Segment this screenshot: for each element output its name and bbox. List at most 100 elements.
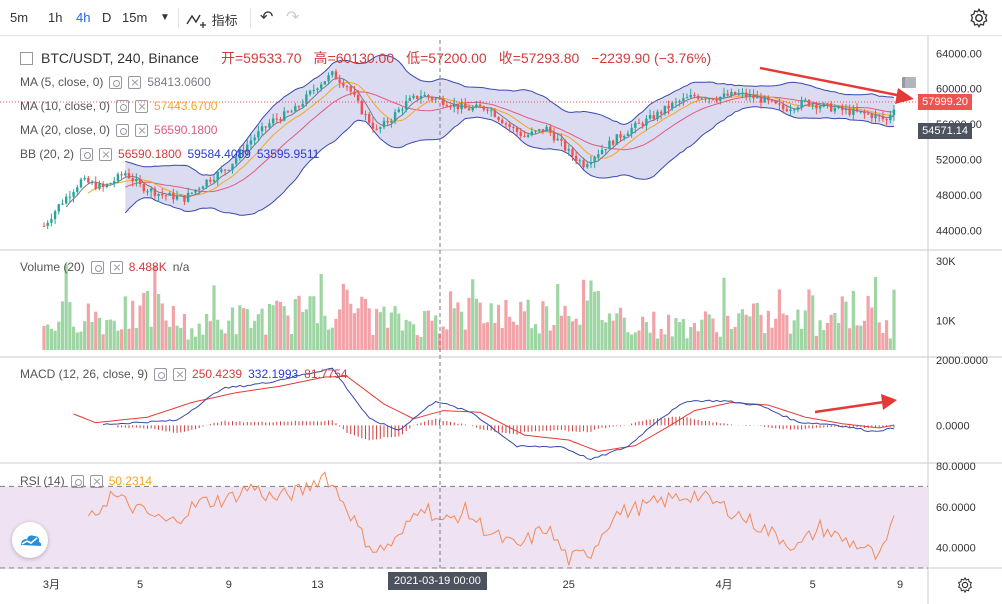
ma10-label[interactable]: MA (10, close, 0) (20, 99, 111, 113)
candle-body (271, 118, 275, 124)
close-icon[interactable] (128, 75, 142, 89)
volume-bar (508, 316, 512, 350)
settings-gear-icon[interactable] (968, 7, 990, 29)
candle-body (530, 131, 534, 136)
volume-bar (411, 324, 416, 350)
rsi-band-fill (0, 486, 928, 568)
candle-body (209, 179, 212, 182)
volume-bar (622, 317, 626, 350)
candle-body (401, 109, 404, 111)
interval-4h[interactable]: 4h (76, 10, 91, 25)
candle-body (98, 183, 101, 189)
candle-body (560, 138, 563, 141)
volume-bar (633, 332, 637, 350)
bb-label[interactable]: BB (20, 2) (20, 147, 75, 161)
rsi-label[interactable]: RSI (14) (20, 474, 65, 488)
volume-bar (681, 319, 685, 350)
eye-icon[interactable] (80, 147, 94, 161)
candle-body (645, 118, 648, 126)
eye-icon[interactable] (70, 474, 84, 488)
eye-icon[interactable] (116, 99, 130, 113)
candle-body (194, 189, 197, 193)
close-icon[interactable] (173, 367, 187, 381)
macd-label[interactable]: MACD (12, 26, close, 9) (20, 367, 149, 381)
volume-bar (792, 320, 796, 350)
volume-bar (168, 326, 172, 350)
candle-body (464, 103, 467, 109)
candle-body (667, 105, 670, 109)
tradingview-logo[interactable] (12, 522, 48, 558)
volume-bar (86, 303, 90, 350)
candle-body (157, 193, 160, 196)
candle-body (53, 211, 57, 220)
close-icon[interactable] (99, 147, 113, 161)
volume-bar (97, 317, 102, 350)
close-icon[interactable] (135, 123, 149, 137)
volume-bar (796, 309, 800, 350)
close-icon[interactable] (135, 99, 149, 113)
volume-bar (770, 327, 774, 350)
candle-body (327, 75, 330, 82)
volume-bar (807, 289, 811, 350)
ma20-label[interactable]: MA (20, close, 0) (20, 123, 111, 137)
candle-body (696, 96, 700, 99)
volume-label[interactable]: Volume (20) (20, 260, 85, 274)
volume-bar (278, 301, 283, 350)
volume-bar (212, 285, 216, 350)
close-icon[interactable] (89, 474, 103, 488)
volume-bar (570, 321, 575, 350)
time-axis-tick: 25 (563, 579, 575, 591)
interval-5m[interactable]: 5m (10, 10, 29, 25)
candle-body (312, 89, 315, 91)
symbol-label[interactable]: BTC/USDT, 240, Binance (41, 50, 199, 66)
collapse-legend-icon[interactable] (20, 51, 33, 65)
time-axis-tick: 5 (137, 579, 143, 591)
volume-bar (153, 264, 157, 350)
candle-body (305, 94, 308, 104)
volume-bar (877, 322, 881, 350)
volume-bar (600, 319, 604, 350)
volume-bar (663, 334, 667, 350)
volume-bar (763, 333, 767, 350)
time-axis-tick: 5 (810, 579, 816, 591)
candle-body (781, 104, 785, 110)
volume-bar (308, 296, 312, 350)
candle-body (87, 178, 90, 183)
candle-body (759, 96, 763, 103)
eye-icon[interactable] (109, 75, 123, 89)
candle-body (175, 195, 179, 200)
volume-bar (312, 296, 316, 350)
eye-icon[interactable] (154, 367, 168, 381)
time-axis-tick: 13 (311, 579, 323, 591)
candle-body (286, 111, 290, 113)
candle-body (715, 99, 718, 101)
interval-1h[interactable]: 1h (48, 10, 63, 25)
volume-bar (49, 328, 53, 350)
indicators-button[interactable]: 指标 (186, 10, 238, 29)
candle-body (796, 107, 800, 110)
eye-icon[interactable] (90, 260, 104, 274)
interval-dropdown-chevron-icon[interactable]: ▼ (160, 12, 170, 23)
undo-icon[interactable]: ↶ (260, 9, 274, 26)
candle-body (689, 94, 692, 98)
candle-body (42, 225, 46, 227)
volume-bar (116, 330, 120, 350)
volume-bar (788, 333, 793, 350)
volume-bar (833, 312, 837, 350)
interval-d[interactable]: D (102, 10, 112, 25)
chart-canvas[interactable]: 64000.0060000.0056000.0052000.0048000.00… (0, 36, 1002, 604)
close-icon[interactable] (109, 260, 123, 274)
candle-body (353, 91, 356, 95)
redo-icon[interactable]: ↷ (286, 9, 300, 26)
volume-bar (744, 314, 748, 350)
scale-settings-gear-icon[interactable] (956, 576, 974, 594)
volume-bar (264, 334, 268, 350)
macd-hist-value: 250.4239 (192, 367, 243, 381)
volume-bar (655, 338, 660, 350)
ma5-label[interactable]: MA (5, close, 0) (20, 75, 104, 89)
volume-bar (840, 296, 844, 350)
candle-body (475, 104, 478, 108)
interval-15m[interactable]: 15m (122, 10, 148, 25)
eye-icon[interactable] (116, 123, 130, 137)
candle-body (526, 135, 530, 137)
